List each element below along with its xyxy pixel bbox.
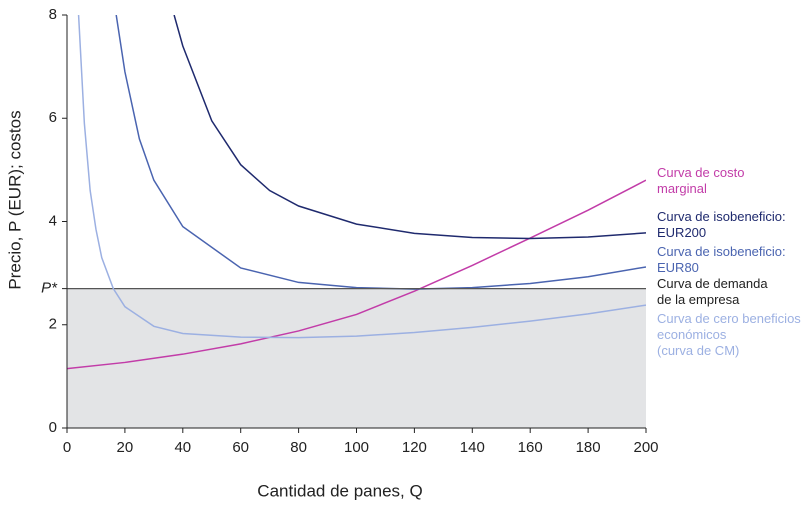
- line: [173, 15, 646, 240]
- y-tick-label: 0: [49, 419, 57, 436]
- area: [67, 288, 646, 428]
- x-tick-label: 200: [633, 439, 658, 456]
- x-tick-label: 160: [518, 439, 543, 456]
- y-tick-label: P*: [41, 280, 58, 297]
- x-axis-label: Cantidad de panes, Q: [257, 481, 422, 500]
- legend-label: Curva de demanda de la empresa: [657, 276, 768, 307]
- y-tick-label: 8: [49, 6, 57, 23]
- line: [115, 15, 646, 290]
- x-tick-label: 120: [402, 439, 427, 456]
- y-tick-label: 6: [49, 109, 57, 126]
- x-tick-label: 100: [344, 439, 369, 456]
- legend-label: Curva de cero beneficios económicos (cur…: [657, 311, 801, 358]
- x-tick-label: 0: [63, 439, 71, 456]
- y-axis-label: Precio, P (EUR); costos: [5, 110, 24, 289]
- legend-label: Curva de isobeneficio: EUR200: [657, 209, 786, 240]
- x-tick-label: 20: [117, 439, 134, 456]
- y-tick-label: 2: [49, 316, 57, 333]
- x-tick-label: 180: [576, 439, 601, 456]
- legend-label: Curva de isobeneficio: EUR80: [657, 244, 786, 275]
- x-tick-label: 140: [460, 439, 485, 456]
- line: [67, 179, 646, 370]
- plot: [67, 15, 646, 428]
- line: [77, 15, 646, 339]
- x-tick-label: 40: [174, 439, 191, 456]
- y-tick-label: 4: [49, 212, 57, 229]
- x-tick-label: 80: [290, 439, 307, 456]
- legend-label: Curva de costo marginal: [657, 165, 745, 196]
- x-tick-label: 60: [232, 439, 249, 456]
